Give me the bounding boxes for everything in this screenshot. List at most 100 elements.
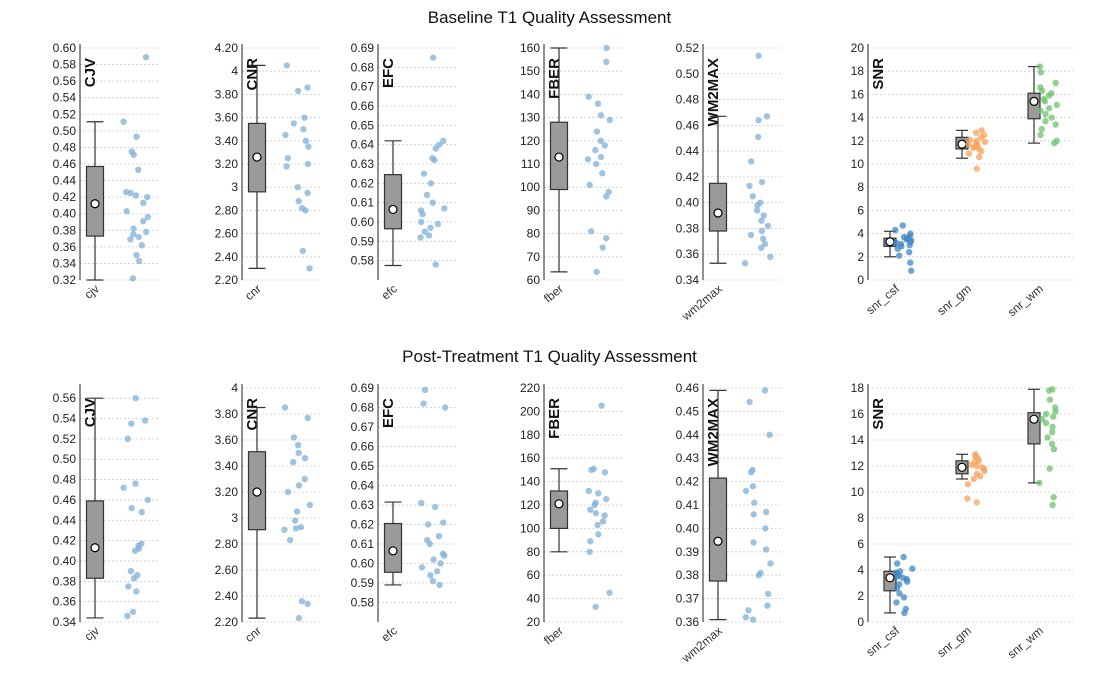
panel-baseline-cnr: 2.20 2.40 2.60 2.80 3 3.20 3.40 3.60 3.80 4 4.20 CN… <box>215 41 320 303</box>
data-point <box>749 616 757 623</box>
data-point <box>127 189 134 197</box>
data-point <box>1038 87 1046 95</box>
y-tick-label: 20 <box>851 41 865 55</box>
data-point <box>429 199 436 206</box>
data-point <box>123 208 130 215</box>
data-point <box>304 600 311 607</box>
data-point <box>135 166 142 173</box>
data-point <box>901 609 908 617</box>
data-point <box>1049 429 1056 436</box>
data-point <box>1036 479 1043 487</box>
data-point <box>419 211 426 218</box>
data-point <box>295 614 303 622</box>
iqr-box <box>85 500 105 579</box>
data-point <box>142 228 150 236</box>
median-marker <box>957 462 967 472</box>
data-point <box>1048 114 1055 121</box>
y-axis-label: FBER <box>546 398 563 439</box>
panel-post-wm2max: 0.36 0.37 0.38 0.39 0.40 0.41 0.42 0.43 0.44 0.45… <box>676 381 781 666</box>
data-point <box>965 141 972 148</box>
data-point <box>433 568 441 575</box>
data-point <box>900 594 908 601</box>
y-tick-label: 0.44 <box>53 513 77 527</box>
data-point <box>602 495 610 503</box>
data-point <box>895 252 903 259</box>
data-point <box>1036 63 1044 70</box>
y-axis-label: WM2MAX <box>705 58 722 126</box>
data-point <box>969 144 977 151</box>
data-point <box>133 588 140 595</box>
data-point <box>442 404 449 411</box>
y-tick-label: 0.46 <box>53 157 77 171</box>
data-point <box>1048 440 1056 448</box>
data-point <box>281 404 289 411</box>
panel-post-cnr: 2.20 2.40 2.60 2.80 3 3.20 3.40 3.60 3.80 4 CNR cnr <box>215 381 320 645</box>
y-tick-label: 18 <box>851 381 865 395</box>
panel-baseline-snr: 0 2 4 6 8 10 12 14 16 18 20 SNR snr_csf snr_gm snr_wm <box>851 41 1073 319</box>
data-point <box>758 217 765 224</box>
y-tick-label: 100 <box>520 180 540 194</box>
data-point <box>129 275 137 282</box>
y-tick-label: 0.67 <box>351 80 375 94</box>
y-tick-label: 3.80 <box>215 87 239 101</box>
y-tick-label: 0.59 <box>351 576 375 590</box>
y-tick-label: 14 <box>851 111 865 125</box>
y-tick-label: 3.80 <box>215 407 239 421</box>
x-category-label: cjv <box>82 624 102 644</box>
y-tick-label: 0.41 <box>676 498 700 512</box>
x-category-label: snr_csf <box>863 281 902 317</box>
data-point <box>144 193 151 201</box>
data-point <box>1049 413 1057 420</box>
y-tick-label: 0.36 <box>53 595 77 609</box>
data-point <box>434 220 442 228</box>
panel-post-cjv: 0.34 0.36 0.38 0.40 0.42 0.44 0.46 0.48 0.50 0.52… <box>53 384 158 644</box>
data-point <box>1037 107 1044 114</box>
data-point <box>755 52 762 59</box>
y-tick-label: 0.63 <box>351 498 375 512</box>
y-axis-label: CJV <box>82 398 99 427</box>
data-point <box>306 265 313 272</box>
y-tick-label: 140 <box>520 87 540 101</box>
y-tick-label: 70 <box>527 250 541 264</box>
y-tick-label: 0.63 <box>351 157 375 171</box>
y-tick-label: 0.40 <box>676 196 700 210</box>
data-point <box>297 523 305 531</box>
y-tick-label: 0.68 <box>351 401 375 415</box>
data-point <box>427 572 434 579</box>
data-point <box>124 612 131 620</box>
data-point <box>417 234 424 241</box>
data-point <box>964 495 971 502</box>
data-point <box>893 560 901 567</box>
y-tick-label: 0.44 <box>676 144 700 158</box>
data-point <box>302 207 309 214</box>
data-point <box>301 455 309 462</box>
data-point <box>597 137 604 144</box>
data-point <box>894 573 901 580</box>
data-point <box>763 113 771 120</box>
data-point <box>423 191 431 199</box>
data-point <box>587 538 594 545</box>
data-point <box>418 218 425 226</box>
y-tick-label: 0.59 <box>351 234 375 248</box>
y-axis-label: EFC <box>380 58 397 88</box>
y-axis-label: SNR <box>870 58 887 90</box>
y-tick-label: 0.65 <box>351 459 375 473</box>
y-tick-label: 0.64 <box>351 138 375 152</box>
data-point <box>977 134 985 141</box>
data-point <box>767 560 774 567</box>
y-tick-label: 4 <box>231 64 238 78</box>
y-tick-label: 0.44 <box>53 174 77 188</box>
data-point <box>130 231 137 238</box>
median-marker <box>388 546 398 556</box>
y-tick-label: 3.20 <box>215 485 239 499</box>
data-point <box>1041 98 1049 105</box>
data-point <box>304 160 311 168</box>
y-tick-label: 0.69 <box>351 41 375 55</box>
y-tick-label: 0.50 <box>53 124 77 138</box>
y-tick-label: 0.58 <box>351 254 375 268</box>
data-point <box>1050 494 1057 501</box>
data-point <box>138 242 145 249</box>
y-tick-label: 0.36 <box>53 240 77 254</box>
data-point <box>1045 105 1053 112</box>
y-tick-label: 12 <box>851 459 865 473</box>
